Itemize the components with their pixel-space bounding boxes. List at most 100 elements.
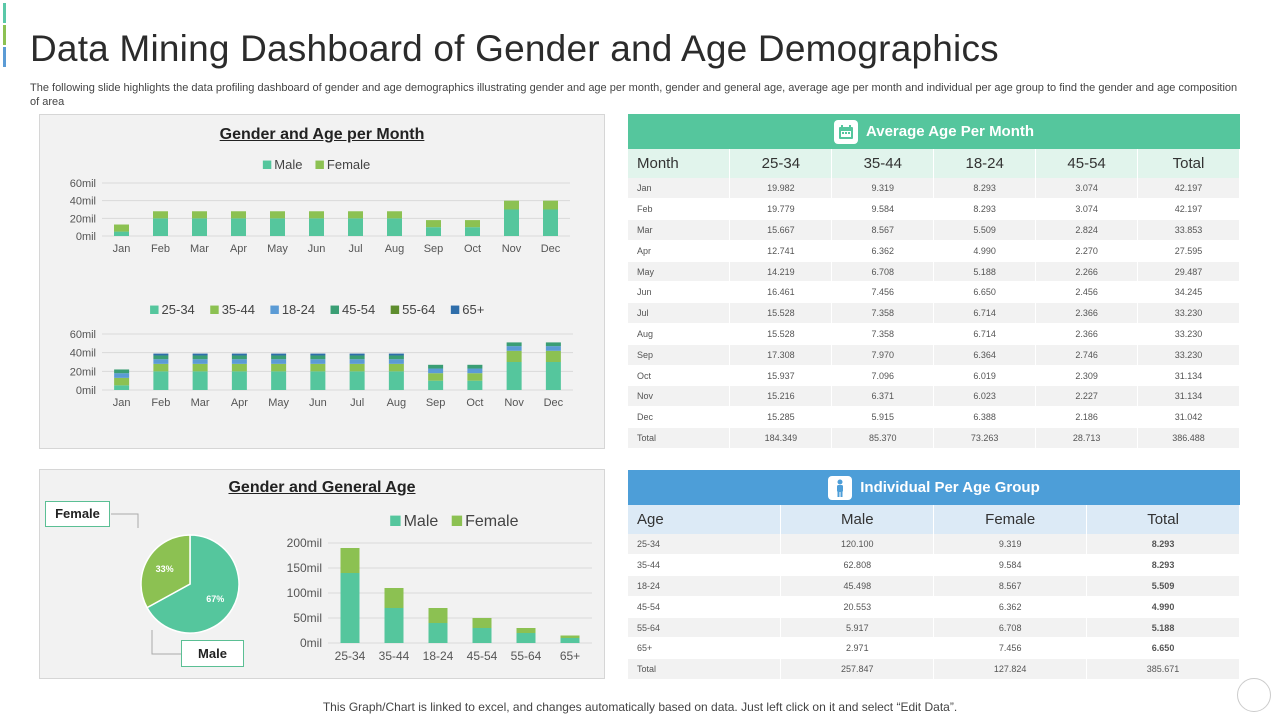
bar-female-jun[interactable] [309, 211, 324, 219]
bar-male-jul[interactable] [348, 218, 363, 236]
bar-female-apr[interactable] [231, 211, 246, 219]
bar-2534-dec[interactable] [545, 362, 561, 390]
bar-3544-sep[interactable] [428, 373, 444, 381]
bar-male-5564[interactable] [516, 633, 536, 643]
bar-3544-nov[interactable] [506, 350, 522, 362]
bar-female-oct[interactable] [465, 220, 480, 228]
bar-3544-oct[interactable] [467, 373, 483, 381]
bar-65-may[interactable] [271, 353, 287, 356]
bar-4554-jan[interactable] [114, 369, 130, 374]
gender-pie-chart[interactable]: 67% 33% [40, 470, 240, 675]
bar-female-aug[interactable] [387, 211, 402, 219]
bar-female-mar[interactable] [192, 211, 207, 219]
bar-female-jan[interactable] [114, 224, 129, 232]
bar-male-jan[interactable] [114, 231, 129, 236]
bar-1824-nov[interactable] [506, 346, 522, 351]
bar-3544-feb[interactable] [153, 363, 169, 372]
bar-male-dec[interactable] [543, 209, 558, 237]
bar-female-2534[interactable] [340, 548, 360, 573]
bar-4554-nov[interactable] [506, 342, 522, 347]
bar-4554-jun[interactable] [310, 355, 326, 360]
bar-1824-jun[interactable] [310, 359, 326, 364]
bar-1824-aug[interactable] [388, 359, 404, 364]
bar-4554-aug[interactable] [388, 355, 404, 360]
bar-female-1824[interactable] [428, 608, 448, 623]
bar-1824-sep[interactable] [428, 368, 444, 374]
bar-1824-dec[interactable] [545, 346, 561, 351]
bar-2534-jun[interactable] [310, 371, 326, 390]
bar-male-jun[interactable] [309, 218, 324, 236]
bar-2534-may[interactable] [271, 371, 287, 390]
bar-1824-mar[interactable] [192, 359, 208, 364]
bar-male-aug[interactable] [387, 218, 402, 236]
bar-female-feb[interactable] [153, 211, 168, 219]
bar-2534-feb[interactable] [153, 371, 169, 390]
bar-2534-aug[interactable] [388, 371, 404, 390]
bar-4554-jul[interactable] [349, 355, 365, 360]
bar-female-5564[interactable] [516, 628, 536, 633]
bar-65-jun[interactable] [310, 353, 326, 356]
bar-2534-jan[interactable] [114, 385, 130, 390]
average-age-table: Average Age Per Month Month 25-34 35-44 18-… [628, 114, 1240, 449]
bar-3544-mar[interactable] [192, 363, 208, 372]
bar-2534-apr[interactable] [231, 371, 247, 390]
bar-2534-mar[interactable] [192, 371, 208, 390]
bar-3544-may[interactable] [271, 363, 287, 372]
bar-1824-apr[interactable] [231, 359, 247, 364]
bar-2534-oct[interactable] [467, 380, 483, 390]
bar-4554-dec[interactable] [545, 342, 561, 347]
bar-female-nov[interactable] [504, 200, 519, 210]
bar-1824-jan[interactable] [114, 373, 130, 378]
bar-male-may[interactable] [270, 218, 285, 236]
bar-65-mar[interactable] [192, 353, 208, 356]
bar-male-1824[interactable] [428, 623, 448, 643]
bar-female-jul[interactable] [348, 211, 363, 219]
bar-male-sep[interactable] [426, 227, 441, 236]
bar-male-3544[interactable] [384, 608, 404, 643]
bar-65-aug[interactable] [388, 353, 404, 356]
bar-female-dec[interactable] [543, 200, 558, 210]
bar-3544-apr[interactable] [231, 363, 247, 372]
bar-female-may[interactable] [270, 211, 285, 219]
bar-female-3544[interactable] [384, 588, 404, 608]
bar-4554-mar[interactable] [192, 355, 208, 360]
table-row: 35-44 62.808 9.584 8.293 [628, 554, 1240, 577]
bar-male-apr[interactable] [231, 218, 246, 236]
bar-1824-feb[interactable] [153, 359, 169, 364]
bar-female-sep[interactable] [426, 220, 441, 228]
pie-slice-male[interactable] [146, 534, 240, 634]
bar-male-feb[interactable] [153, 218, 168, 236]
bar-3544-aug[interactable] [388, 363, 404, 372]
bar-4554-may[interactable] [271, 355, 287, 360]
bar-male-2534[interactable] [340, 573, 360, 643]
bar-2534-sep[interactable] [428, 380, 444, 390]
bar-1824-oct[interactable] [467, 368, 483, 374]
bar-3544-dec[interactable] [545, 350, 561, 362]
bar-65-jul[interactable] [349, 353, 365, 356]
bar-65-apr[interactable] [231, 353, 247, 356]
bar-2534-jul[interactable] [349, 371, 365, 390]
gender-per-month-chart[interactable]: 0mil 20mil 40mil 60mil Jan Feb Mar Apr May Jun Jul… [40, 150, 606, 310]
bar-1824-jul[interactable] [349, 359, 365, 364]
bar-female-4554[interactable] [472, 618, 492, 628]
bar-4554-apr[interactable] [231, 355, 247, 360]
bar-2534-nov[interactable] [506, 362, 522, 390]
bar-male-nov[interactable] [504, 209, 519, 237]
bar-4554-feb[interactable] [153, 355, 169, 360]
bar-female-65[interactable] [560, 635, 580, 639]
bar-male-mar[interactable] [192, 218, 207, 236]
bar-male-65[interactable] [560, 638, 580, 643]
age-group-bar-chart[interactable]: 0mil 50mil 100mil 150mil 200mil 25-34 35-44 18-… [235, 500, 595, 680]
bar-1824-may[interactable] [271, 359, 287, 364]
bar-3544-jun[interactable] [310, 363, 326, 372]
bar-4554-sep[interactable] [428, 364, 444, 369]
circle-button[interactable] [1237, 678, 1271, 712]
bar-male-4554[interactable] [472, 628, 492, 643]
pie-slice-female[interactable] [140, 534, 191, 609]
bar-3544-jan[interactable] [114, 377, 130, 386]
bar-65-feb[interactable] [153, 353, 169, 356]
age-per-month-chart[interactable]: 0mil 20mil 40mil 60mil Jan Feb Mar Apr May Jun Jul… [40, 300, 606, 435]
bar-3544-jul[interactable] [349, 363, 365, 372]
bar-4554-oct[interactable] [467, 364, 483, 369]
bar-male-oct[interactable] [465, 227, 480, 236]
